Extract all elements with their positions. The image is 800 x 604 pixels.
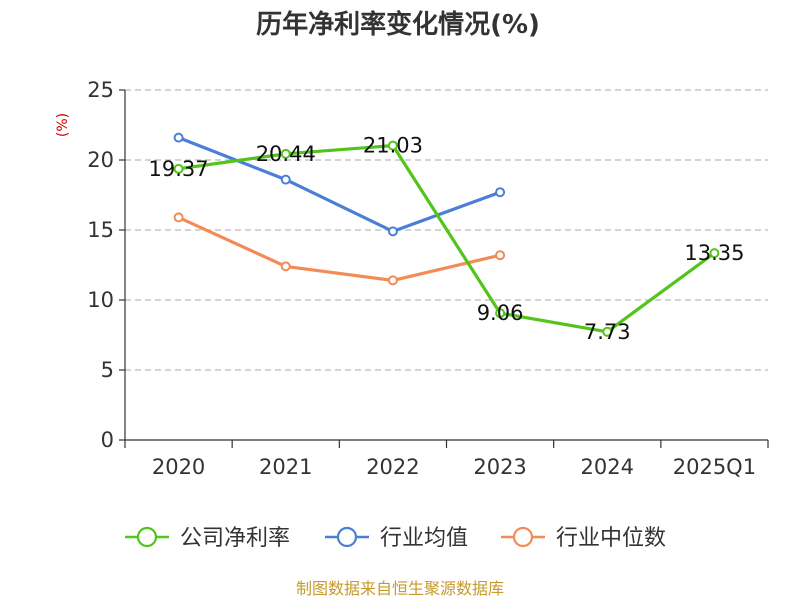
x-tick-label: 2022: [366, 455, 419, 479]
x-tick-label: 2024: [581, 455, 634, 479]
data-point: [387, 226, 398, 237]
data-point: [495, 187, 506, 198]
legend-label: 行业均值: [380, 526, 468, 551]
data-point: [602, 326, 613, 337]
y-tick-label: 15: [87, 218, 114, 242]
data-point: [495, 308, 506, 319]
data-label: 9.06: [477, 301, 524, 325]
y-tick-label: 0: [101, 428, 114, 452]
legend-label: 公司净利率: [180, 526, 290, 551]
series-line-2: [177, 215, 501, 282]
y-axis-unit: (%): [55, 113, 71, 137]
data-point: [387, 140, 398, 151]
legend: 公司净利率 行业均值 行业中位数: [125, 526, 666, 551]
data-label: 21.03: [363, 134, 423, 158]
data-labels: 19.37 20.44 21.03 9.06 7.73 13.35: [149, 134, 745, 344]
data-label: 20.44: [256, 142, 316, 166]
data-label: 19.37: [149, 157, 209, 181]
data-point: [280, 174, 291, 185]
data-point: [495, 250, 506, 261]
data-point: [173, 212, 184, 223]
legend-label: 行业中位数: [556, 526, 666, 551]
y-tick-label: 10: [87, 288, 114, 312]
x-tick-label: 2023: [473, 455, 526, 479]
series-line-1: [177, 136, 501, 233]
data-point: [280, 148, 291, 159]
x-tick-label: 2021: [259, 455, 312, 479]
data-point: [280, 261, 291, 272]
legend-marker-icon: [336, 526, 358, 548]
chart-title: 历年净利率变化情况(%): [256, 9, 540, 40]
source-note: 制图数据来自恒生聚源数据库: [296, 579, 504, 598]
data-point: [709, 248, 720, 259]
legend-marker-icon: [512, 526, 534, 548]
y-tick-label: 5: [101, 358, 114, 382]
axes: 0 5 10 15 20 25 2020 2021 2022 2023 2024 2025Q1: [87, 78, 769, 479]
data-point: [173, 163, 184, 174]
x-tick-label: 2025Q1: [673, 455, 756, 479]
data-label: 7.73: [584, 320, 631, 344]
data-label: 13.35: [684, 241, 744, 265]
series-line-0: [178, 143, 716, 334]
legend-marker-icon: [136, 526, 158, 548]
data-point: [173, 132, 184, 143]
data-point: [387, 275, 398, 286]
y-tick-label: 25: [87, 78, 114, 102]
x-tick-label: 2020: [152, 455, 205, 479]
series: [173, 132, 720, 337]
y-tick-label: 20: [87, 148, 114, 172]
